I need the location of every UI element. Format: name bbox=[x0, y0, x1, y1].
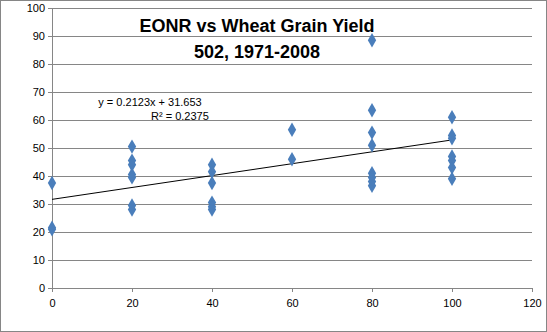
title: EONR vs Wheat Grain Yield bbox=[139, 16, 374, 36]
point bbox=[368, 179, 376, 193]
tick-mark bbox=[48, 92, 52, 93]
grid-line bbox=[52, 92, 532, 93]
tick-label: 30 bbox=[33, 198, 45, 210]
point bbox=[448, 131, 456, 145]
marks bbox=[48, 33, 456, 236]
tick-mark bbox=[48, 120, 52, 121]
tick-label: 60 bbox=[286, 297, 298, 309]
tick: 70 bbox=[33, 86, 52, 98]
grid-line bbox=[52, 176, 532, 177]
tick-mark bbox=[212, 288, 213, 292]
tick-label: 70 bbox=[33, 86, 45, 98]
trendline bbox=[52, 140, 452, 199]
point bbox=[48, 176, 56, 190]
point bbox=[368, 125, 376, 139]
tick: 10 bbox=[33, 254, 52, 266]
point bbox=[128, 170, 136, 184]
tick: 60 bbox=[286, 288, 298, 309]
annotation: R² = 0.2375 bbox=[151, 110, 209, 122]
tick: 0 bbox=[39, 282, 52, 294]
grid-line bbox=[52, 120, 532, 121]
tick-mark bbox=[48, 148, 52, 149]
x-axis: 0 20 40 60 80 100 120 bbox=[49, 288, 541, 309]
grid-line bbox=[52, 204, 532, 205]
tick-label: 0 bbox=[49, 297, 55, 309]
tick-mark bbox=[48, 260, 52, 261]
tick-label: 20 bbox=[33, 226, 45, 238]
tick-label: 80 bbox=[366, 297, 378, 309]
tick-label: 120 bbox=[523, 297, 541, 309]
annotation: y = 0.2123x + 31.653 bbox=[98, 96, 201, 108]
tick: 90 bbox=[33, 30, 52, 42]
tick: 60 bbox=[33, 114, 52, 126]
tick: 100 bbox=[27, 2, 52, 14]
point bbox=[368, 103, 376, 117]
tick-mark bbox=[48, 36, 52, 37]
tick: 80 bbox=[33, 58, 52, 70]
tick-label: 10 bbox=[33, 254, 45, 266]
axis-line bbox=[48, 9, 53, 289]
tick-label: 100 bbox=[443, 297, 461, 309]
chart-border bbox=[1, 1, 547, 332]
tick: 0 bbox=[49, 288, 55, 309]
tick-label: 40 bbox=[33, 170, 45, 182]
point bbox=[448, 110, 456, 124]
tick-mark bbox=[372, 288, 373, 292]
point bbox=[208, 202, 216, 216]
point bbox=[128, 139, 136, 153]
tick: 40 bbox=[206, 288, 218, 309]
tick: 120 bbox=[523, 288, 541, 309]
grid-line bbox=[52, 148, 532, 149]
tick-mark bbox=[52, 288, 53, 292]
tick: 20 bbox=[126, 288, 138, 309]
tick: 40 bbox=[33, 170, 52, 182]
tick-mark bbox=[48, 8, 52, 9]
grid-line bbox=[52, 8, 532, 9]
point bbox=[128, 202, 136, 216]
tick-label: 40 bbox=[206, 297, 218, 309]
tick-mark bbox=[132, 288, 133, 292]
tick-mark bbox=[48, 204, 52, 205]
tick-label: 80 bbox=[33, 58, 45, 70]
tick: 50 bbox=[33, 142, 52, 154]
chart: 0 10 20 30 40 50 60 70 80 90 100 0 20 40 60 80 100 120 EON… bbox=[0, 0, 547, 332]
tick-label: 20 bbox=[126, 297, 138, 309]
tick-mark bbox=[292, 288, 293, 292]
tick-label: 100 bbox=[27, 2, 45, 14]
grid-line bbox=[52, 64, 532, 65]
tick: 80 bbox=[366, 288, 378, 309]
point bbox=[368, 138, 376, 152]
tick-label: 90 bbox=[33, 30, 45, 42]
grid bbox=[52, 8, 532, 288]
point bbox=[288, 152, 296, 166]
tick-mark bbox=[48, 64, 52, 65]
tick: 30 bbox=[33, 198, 52, 210]
tick-label: 0 bbox=[39, 282, 45, 294]
point bbox=[448, 172, 456, 186]
tick: 100 bbox=[443, 288, 461, 309]
subtitle: 502, 1971-2008 bbox=[194, 42, 320, 62]
plot: 0 10 20 30 40 50 60 70 80 90 100 0 20 40 60 80 100 120 bbox=[27, 2, 542, 309]
tick-label: 60 bbox=[33, 114, 45, 126]
tick-mark bbox=[48, 288, 52, 289]
tick-mark bbox=[532, 288, 533, 292]
axis-line bbox=[53, 289, 533, 293]
grid-line bbox=[52, 260, 532, 261]
point bbox=[48, 222, 56, 236]
y-axis: 0 10 20 30 40 50 60 70 80 90 100 bbox=[27, 2, 53, 294]
point bbox=[208, 176, 216, 190]
grid-line bbox=[52, 232, 532, 233]
tick-mark bbox=[452, 288, 453, 292]
tick-label: 50 bbox=[33, 142, 45, 154]
point bbox=[288, 123, 296, 137]
